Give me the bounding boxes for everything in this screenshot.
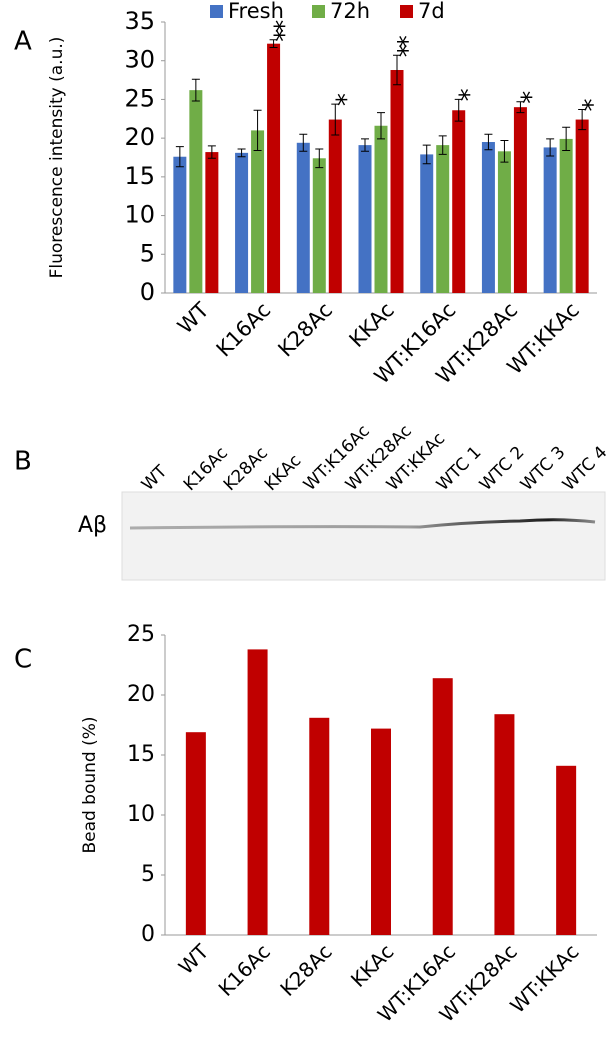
lane-label: K28Ac [220,443,272,495]
bar [436,145,450,293]
x-tick-label: KKAc [346,939,398,991]
bar [267,43,281,294]
bar [358,145,372,293]
bar [235,152,249,293]
y-tick-label: 35 [124,7,155,35]
bar [371,728,391,935]
bar [481,142,495,293]
legend-swatch [312,5,325,18]
y-tick-label: 25 [124,84,155,112]
error-bar [393,54,401,86]
error-bar [454,98,463,122]
error-bar [315,148,324,169]
blot-band [129,518,596,530]
y-tick-label: 0 [141,922,155,947]
bar [173,156,187,293]
bar [312,158,326,293]
bar [452,110,466,293]
bar [185,732,206,935]
error-bar [500,139,509,163]
band-label: Aβ [78,513,107,538]
legend-swatch [210,5,223,18]
y-tick-label: 15 [124,162,155,190]
error-bar [422,144,431,165]
error-bar [269,39,278,49]
bar [374,125,388,293]
y-tick-label: 10 [127,802,155,827]
bar [432,678,453,935]
bar [543,147,557,293]
x-tick-label: WT:KKAc [505,939,583,1017]
legend-label: Fresh [228,0,284,23]
bar [247,649,268,935]
significance-marker: ** [259,20,289,42]
error-bar [207,145,216,159]
bar [513,107,527,294]
bar [420,154,434,293]
y-axis-label: Fluorescence intensity (a.u.) [47,37,67,279]
legend-label: 72h [330,0,370,23]
error-bar [484,133,493,151]
error-bar [253,109,262,152]
x-tick-label: K16Ac [214,939,275,1000]
error-bar [377,112,385,140]
y-tick-label: 25 [127,622,155,647]
panel-label: A [14,27,32,57]
y-tick-label: 5 [140,239,155,267]
error-bar [562,126,571,152]
error-bar [299,133,308,152]
lane-label: WT [138,461,172,495]
error-bar [175,146,184,168]
bar [205,152,219,293]
bar [309,717,330,935]
x-tick-label: K28Ac [275,939,336,1000]
error-bar [438,135,447,155]
error-bar [237,148,246,158]
lane-label: WTC 2 [476,443,529,496]
y-tick-label: 0 [140,278,155,306]
panel-label: C [14,645,32,675]
bar [296,142,310,293]
bar [494,714,515,935]
lane-label: WTC 3 [517,443,570,496]
bar [556,765,577,935]
bar [575,119,589,293]
bar [390,70,404,294]
y-tick-label: 20 [127,682,155,707]
error-bar [516,101,525,114]
error-bar [191,78,200,102]
blot-image [121,491,606,581]
lane-label: K16Ac [180,443,232,495]
y-tick-label: 10 [124,201,155,229]
x-tick-label: K28Ac [273,298,337,362]
y-tick-label: 15 [127,742,155,767]
panel-label: B [14,447,32,477]
bar [559,138,573,293]
y-tick-label: 5 [141,862,155,887]
x-tick-label: WT [173,298,214,339]
legend-label: 7d [418,0,445,23]
error-bar [331,103,340,136]
error-bar [361,138,369,152]
blot-panel: B Aβ WT K16AcK28AcKKAcWT:K16AcWT:K28AcWT:… [14,421,612,581]
bar [328,119,342,293]
x-tick-label: KKAc [345,298,399,352]
legend-swatch [400,5,413,18]
y-tick-label: 20 [124,123,155,151]
lane-label: WTC 4 [559,443,612,496]
error-bar [546,138,555,157]
error-bar [578,108,587,131]
bar [189,90,203,293]
y-axis-label: Bead bound (%) [80,716,100,853]
lane-labels: WT K16AcK28AcKKAcWT:K16AcWT:K28AcWT:KKAcW… [138,421,612,495]
y-tick-label: 30 [124,46,155,74]
significance-marker: ** [383,35,413,57]
x-tick-label: WT [174,939,214,979]
bar [497,151,511,293]
bar [251,130,265,293]
x-tick-label: K16Ac [212,298,276,362]
